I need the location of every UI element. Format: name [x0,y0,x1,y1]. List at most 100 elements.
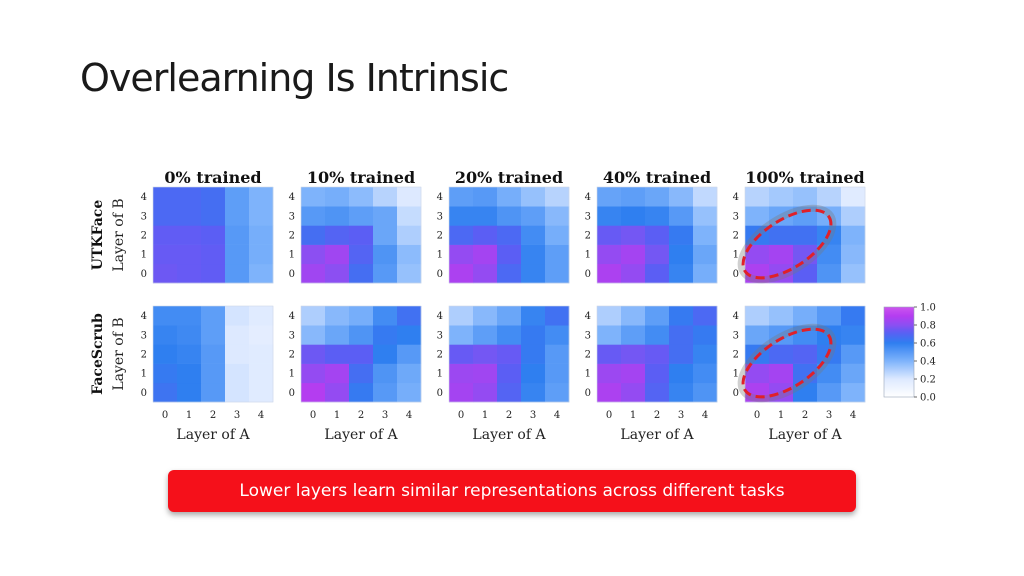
heatmap-cell [177,244,202,265]
y-tick-label: 4 [585,192,591,203]
heatmap-cell [693,363,718,384]
highlight-shadow [737,323,837,403]
heatmap-cell [645,325,670,345]
heatmap-cell [473,225,498,245]
y-tick-label: 3 [289,330,295,341]
y-axis-label: Layer of B [111,317,127,390]
heatmap-cell [249,244,274,265]
heatmap-cell [693,244,718,265]
colorbar-tick-label: 0.0 [920,393,936,404]
heatmap-cell [373,382,398,403]
x-tick-label: 3 [234,410,240,421]
callout-text: Lower layers learn similar representatio… [239,481,785,501]
panel-frame [152,305,274,403]
y-tick-label: 3 [733,211,739,222]
heatmap-cell [177,363,202,384]
heatmap-cell [793,363,818,384]
y-tick-label: 3 [733,330,739,341]
heatmap-cell [793,206,818,226]
heatmap-cell [745,325,770,345]
y-tick-label: 2 [585,231,591,242]
heatmap-cell [325,382,350,403]
callout-banner: Lower layers learn similar representatio… [168,470,856,512]
heatmap-cell [449,206,474,226]
heatmap-cell [325,244,350,265]
heatmap-cell [769,382,794,403]
heatmap-cell [397,344,422,364]
heatmap-cell [201,244,226,265]
x-axis-label: Layer of A [620,427,694,443]
y-tick-label: 4 [289,192,295,203]
heatmap-cell [373,206,398,226]
heatmap-cell [645,206,670,226]
y-tick-label: 0 [141,388,147,399]
heatmap-cell [397,306,422,326]
heatmap-cell [497,244,522,265]
panel-frame [448,186,570,284]
x-tick-label: 2 [358,410,364,421]
heatmap-cell [793,244,818,265]
heatmap-cell [793,325,818,345]
heatmap-cell [325,263,350,284]
x-tick-label: 0 [162,410,168,421]
heatmap-cell [621,363,646,384]
heatmap-cell [325,344,350,364]
heatmap-cell [817,306,842,326]
heatmap-cell [521,382,546,403]
colorbar-tick-label: 1.0 [920,303,936,314]
y-tick-label: 2 [585,350,591,361]
y-tick-label: 1 [437,250,443,261]
heatmap-cell [793,225,818,245]
heatmap-cell [621,263,646,284]
heatmap-cell [769,263,794,284]
heatmap-cell [449,382,474,403]
panel-frame [300,305,422,403]
y-tick-label: 2 [437,350,443,361]
heatmap-cell [225,206,250,226]
heatmap-cell [225,382,250,403]
heatmap-cell [373,344,398,364]
heatmap-cell [621,187,646,207]
heatmap-cell [153,244,178,265]
x-axis-label: Layer of A [768,427,842,443]
colorbar-tick-label: 0.8 [920,321,936,332]
heatmap-cell [645,244,670,265]
heatmap-cell [473,306,498,326]
heatmap-cell [817,263,842,284]
x-tick-label: 4 [406,410,412,421]
y-tick-label: 0 [437,269,443,280]
heatmap-cell [841,225,866,245]
y-tick-label: 4 [733,311,739,322]
slide-title: Overlearning Is Intrinsic [80,56,509,100]
heatmap-cell [397,382,422,403]
heatmap-cell [249,363,274,384]
heatmap-cell [693,206,718,226]
heatmap-cell [497,263,522,284]
heatmap-cell [153,344,178,364]
heatmap-cell [545,382,570,403]
heatmap-cell [521,187,546,207]
x-tick-label: 1 [630,410,636,421]
x-axis-label: Layer of A [472,427,546,443]
heatmap-cell [153,225,178,245]
heatmap-cell [669,344,694,364]
heatmap-cell [177,325,202,345]
heatmap-cell [301,225,326,245]
panel-frame [596,305,718,403]
heatmap-cell [301,244,326,265]
heatmap-cell [841,325,866,345]
y-tick-label: 2 [289,350,295,361]
heatmap-cell [153,263,178,284]
heatmap-cell [225,187,250,207]
heatmap-cell [521,363,546,384]
heatmap-cell [153,382,178,403]
heatmap-cell [153,363,178,384]
heatmap-cell [645,382,670,403]
y-tick-label: 4 [437,311,443,322]
y-tick-label: 4 [141,192,147,203]
heatmap-cell [201,225,226,245]
heatmap-cell [397,206,422,226]
heatmap-cell [545,263,570,284]
y-tick-label: 2 [141,231,147,242]
heatmap-cell [841,244,866,265]
